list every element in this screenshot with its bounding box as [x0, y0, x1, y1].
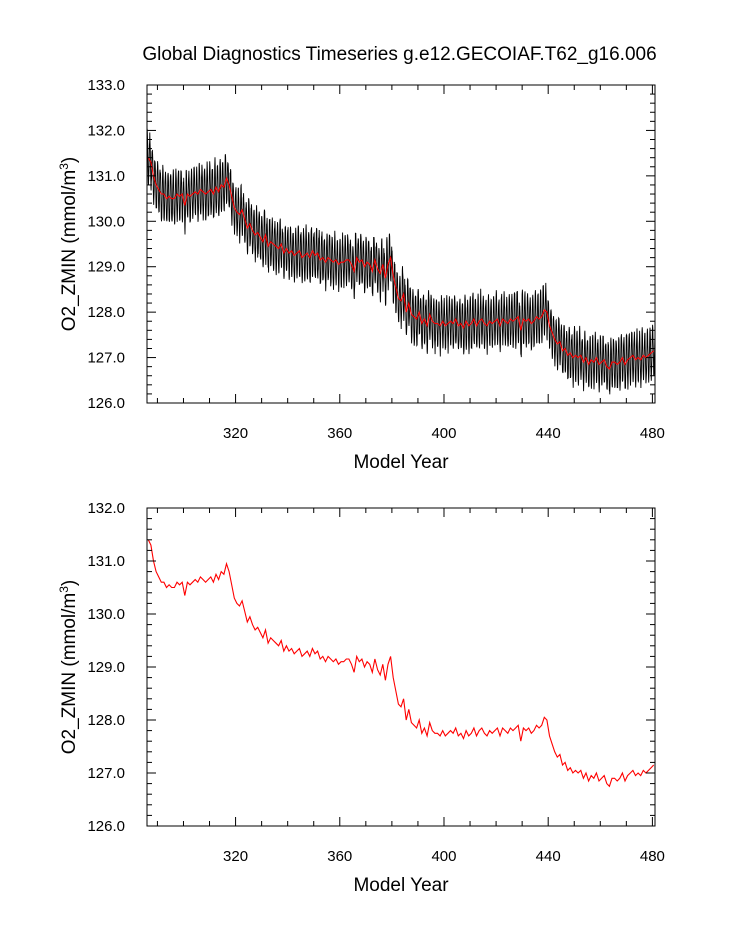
- y-tick-label: 133.0: [87, 77, 125, 94]
- y-tick-label: 132.0: [87, 500, 125, 517]
- y-tick-label: 126.0: [87, 818, 125, 835]
- y-tick-label: 129.0: [87, 259, 125, 276]
- y-tick-label: 132.0: [87, 122, 125, 139]
- y-tick-label: 128.0: [87, 712, 125, 729]
- plot-frame: [146, 84, 656, 404]
- y-tick-label: 130.0: [87, 606, 125, 623]
- y-axis-label: O2_ZMIN (mmol/m3): [57, 580, 80, 755]
- x-tick-label: 360: [327, 425, 352, 442]
- annual-mean-series-line: [147, 157, 655, 370]
- x-tick-label: 480: [640, 425, 665, 442]
- y-axis-label: O2_ZMIN (mmol/m3): [57, 157, 80, 332]
- bottom-chart-panel: 126.0 127.0 128.0 129.0 130.0 131.0 132.0 320 36…: [57, 500, 665, 896]
- y-tick-label: 129.0: [87, 659, 125, 676]
- x-axis-label: Model Year: [353, 875, 449, 896]
- y-tick-label: 131.0: [87, 168, 125, 185]
- x-tick-label: 480: [640, 848, 665, 865]
- x-tick-label: 440: [536, 425, 561, 442]
- annual-mean-series-line: [147, 539, 655, 788]
- y-tick-label: 127.0: [87, 765, 125, 782]
- y-tick-label: 127.0: [87, 350, 125, 367]
- x-tick-label: 320: [223, 425, 248, 442]
- monthly-series-line: [146, 128, 656, 395]
- y-tick-label: 128.0: [87, 304, 125, 321]
- x-axis-label: Model Year: [353, 452, 449, 473]
- page-title: Global Diagnostics Timeseries g.e12.GECO…: [142, 44, 657, 65]
- plot-frame: [146, 507, 656, 827]
- y-tick-label: 130.0: [87, 213, 125, 230]
- top-chart-panel: 126.0 127.0 128.0 129.0 130.0 131.0 132.0 133.0…: [57, 77, 665, 473]
- x-tick-label: 360: [327, 848, 352, 865]
- x-tick-label: 400: [431, 848, 456, 865]
- x-tick-label: 320: [223, 848, 248, 865]
- x-tick-label: 440: [536, 848, 561, 865]
- y-tick-label: 131.0: [87, 553, 125, 570]
- y-tick-label: 126.0: [87, 395, 125, 412]
- x-tick-label: 400: [431, 425, 456, 442]
